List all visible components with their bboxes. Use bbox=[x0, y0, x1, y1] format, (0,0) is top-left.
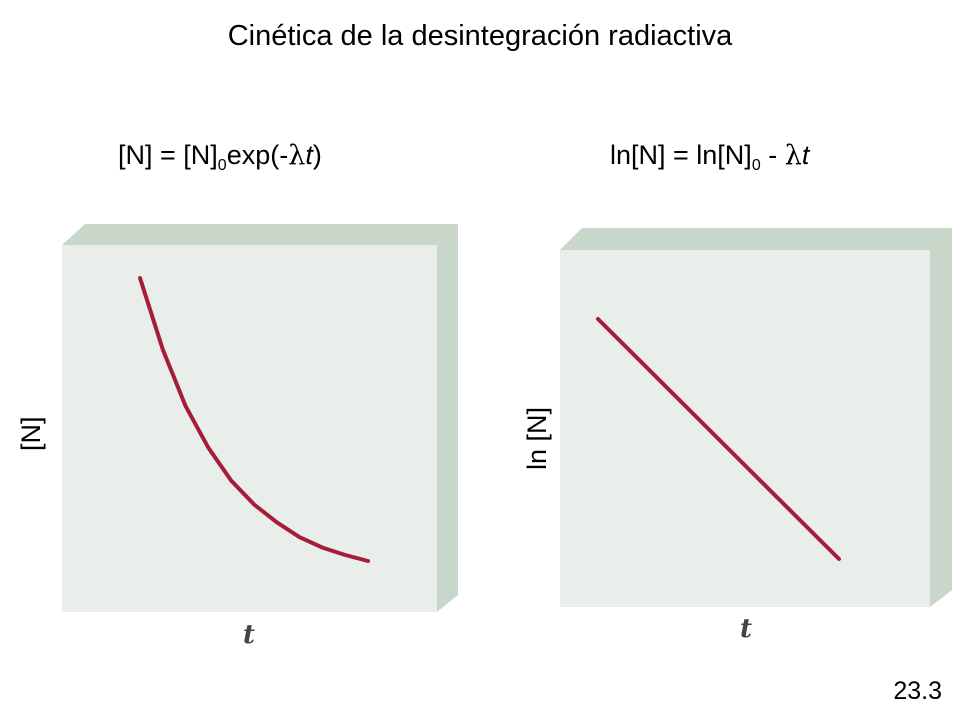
formula-subscript: 0 bbox=[751, 157, 761, 174]
slide-number: 23.3 bbox=[893, 677, 942, 705]
formula-lambda: λ bbox=[288, 140, 306, 171]
right-x-axis-label: t bbox=[740, 614, 753, 644]
panel-top-face bbox=[560, 228, 952, 250]
formula-variable: t bbox=[801, 140, 810, 170]
decay-curve bbox=[138, 276, 370, 563]
right-y-axis-label: ln [N] bbox=[522, 406, 552, 470]
log-decay-line bbox=[596, 317, 841, 561]
left-chart-panel bbox=[62, 224, 458, 612]
formula-end: ) bbox=[312, 140, 322, 170]
page-title: Cinética de la desintegración radiactiva bbox=[227, 20, 733, 52]
formula-lhs: ln[N] = ln[N] bbox=[610, 140, 752, 170]
formula-mid: exp(- bbox=[226, 140, 289, 170]
panel-front-face bbox=[560, 250, 930, 607]
formula-mid: - bbox=[760, 140, 785, 170]
panel-side-face bbox=[930, 228, 952, 607]
formula-subscript: 0 bbox=[217, 157, 227, 174]
panel-top-face bbox=[62, 224, 458, 245]
panel-front-face bbox=[62, 245, 437, 612]
panel-side-face bbox=[437, 224, 458, 612]
right-chart-formula: ln[N] = ln[N]0 - λt bbox=[610, 140, 809, 175]
right-chart-panel bbox=[560, 228, 952, 607]
left-x-axis-label: t bbox=[243, 620, 256, 650]
left-chart-formula: [N] = [N]0exp(-λt) bbox=[118, 140, 322, 175]
formula-lambda: λ bbox=[784, 140, 802, 171]
left-y-axis-label: [N] bbox=[16, 416, 46, 451]
formula-variable: t bbox=[305, 140, 313, 170]
formula-lhs: [N] = [N] bbox=[118, 140, 218, 170]
